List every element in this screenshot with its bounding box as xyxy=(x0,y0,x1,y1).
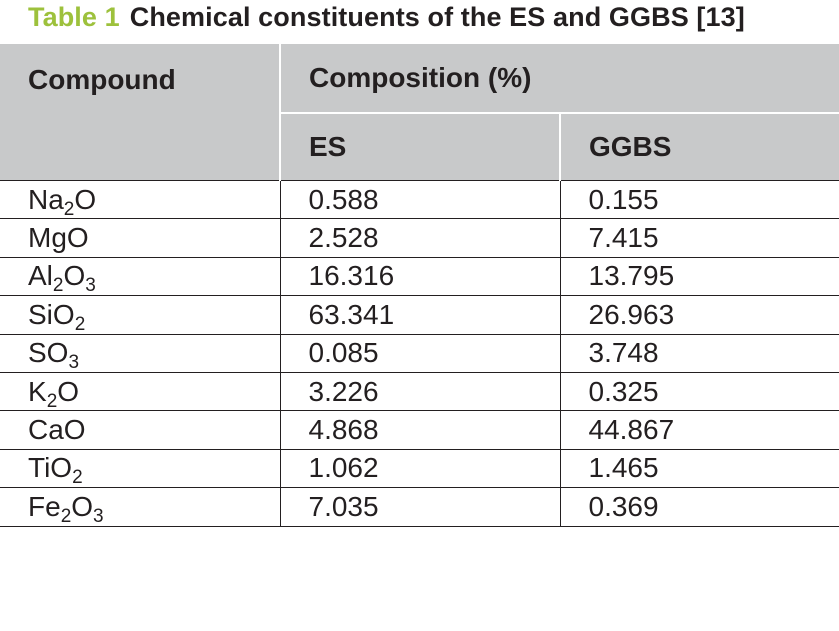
formula-text: Na xyxy=(28,183,64,215)
es-value-cell: 63.341 xyxy=(279,295,560,335)
formula-text: CaO xyxy=(28,414,86,446)
es-value-cell: 0.085 xyxy=(279,334,560,373)
compound-cell: K2O xyxy=(0,372,280,412)
table-title: Chemical constituents of the ES and GGBS… xyxy=(129,2,745,32)
table-row: TiO2 1.062 1.465 xyxy=(0,449,839,489)
table-row: K2O 3.226 0.325 xyxy=(0,372,839,412)
header-ggbs: GGBS xyxy=(560,113,839,181)
table-label: Table 1 xyxy=(28,2,120,32)
compound-cell: SO3 xyxy=(0,334,280,374)
formula-text: Al xyxy=(28,260,53,292)
es-value-cell: 2.528 xyxy=(279,218,560,258)
formula-text: SiO xyxy=(28,298,75,330)
es-value-cell: 16.316 xyxy=(279,257,560,297)
ggbs-value-cell: 0.369 xyxy=(559,487,839,527)
es-value-cell: 7.035 xyxy=(279,487,560,527)
formula-subscript: 3 xyxy=(93,505,104,527)
formula-subscript: 2 xyxy=(46,390,58,412)
table-row: CaO 4.868 44.867 xyxy=(0,410,839,450)
formula-subscript: 2 xyxy=(72,467,83,489)
es-value-cell: 1.062 xyxy=(279,449,560,489)
compound-cell: Na2O xyxy=(0,179,280,220)
es-value-cell: 0.588 xyxy=(279,179,560,220)
table-row: MgO 2.528 7.415 xyxy=(0,218,839,258)
table-row: Al2O3 16.316 13.795 xyxy=(0,257,839,297)
formula-subscript: 2 xyxy=(60,505,72,527)
compound-cell: TiO2 xyxy=(0,449,280,489)
formula-text: O xyxy=(63,260,86,292)
compound-cell: CaO xyxy=(0,410,280,450)
formula-subscript: 3 xyxy=(85,275,96,297)
table-row: SiO2 63.341 26.963 xyxy=(0,295,839,335)
compound-cell: Fe2O3 xyxy=(0,487,280,527)
ggbs-value-cell: 13.795 xyxy=(559,257,839,297)
formula-text: K xyxy=(28,375,47,407)
es-value-cell: 4.868 xyxy=(279,410,560,450)
ggbs-value-cell: 44.867 xyxy=(559,410,839,450)
formula-text: O xyxy=(71,490,94,522)
header-composition: Composition (%) xyxy=(280,44,839,114)
ggbs-value-cell: 1.465 xyxy=(559,449,839,489)
table-row: Na2O 0.588 0.155 xyxy=(0,179,839,220)
table-caption: Table 1 Chemical constituents of the ES a… xyxy=(28,2,745,38)
table-row: SO3 0.085 3.748 xyxy=(0,334,839,374)
table-header: Compound Composition (%) ES GGBS xyxy=(0,44,839,181)
formula-subscript: 2 xyxy=(52,275,64,297)
table-row: Fe2O3 7.035 0.369 xyxy=(0,487,839,527)
ggbs-value-cell: 0.155 xyxy=(559,179,839,220)
formula-text: O xyxy=(57,375,80,407)
formula-subscript: 2 xyxy=(63,198,75,220)
header-compound: Compound xyxy=(0,44,281,181)
ggbs-value-cell: 26.963 xyxy=(559,295,839,335)
composition-table: Compound Composition (%) ES GGBS Na2O 0.5… xyxy=(0,44,839,527)
formula-text: MgO xyxy=(28,222,89,254)
formula-subscript: 3 xyxy=(68,352,80,374)
formula-subscript: 2 xyxy=(74,313,86,335)
compound-cell: SiO2 xyxy=(0,295,280,335)
formula-text: O xyxy=(74,183,97,215)
compound-cell: MgO xyxy=(0,218,280,258)
formula-text: SO xyxy=(28,337,69,369)
ggbs-value-cell: 0.325 xyxy=(559,372,839,412)
header-es: ES xyxy=(280,113,561,181)
compound-cell: Al2O3 xyxy=(0,257,280,297)
ggbs-value-cell: 7.415 xyxy=(559,218,839,258)
ggbs-value-cell: 3.748 xyxy=(559,334,839,373)
formula-text: TiO xyxy=(28,452,73,484)
table-body: Na2O 0.588 0.155 MgO 2.528 7.415 Al2O3 16.316 13… xyxy=(0,179,839,527)
formula-text: Fe xyxy=(28,490,61,522)
es-value-cell: 3.226 xyxy=(279,372,560,412)
